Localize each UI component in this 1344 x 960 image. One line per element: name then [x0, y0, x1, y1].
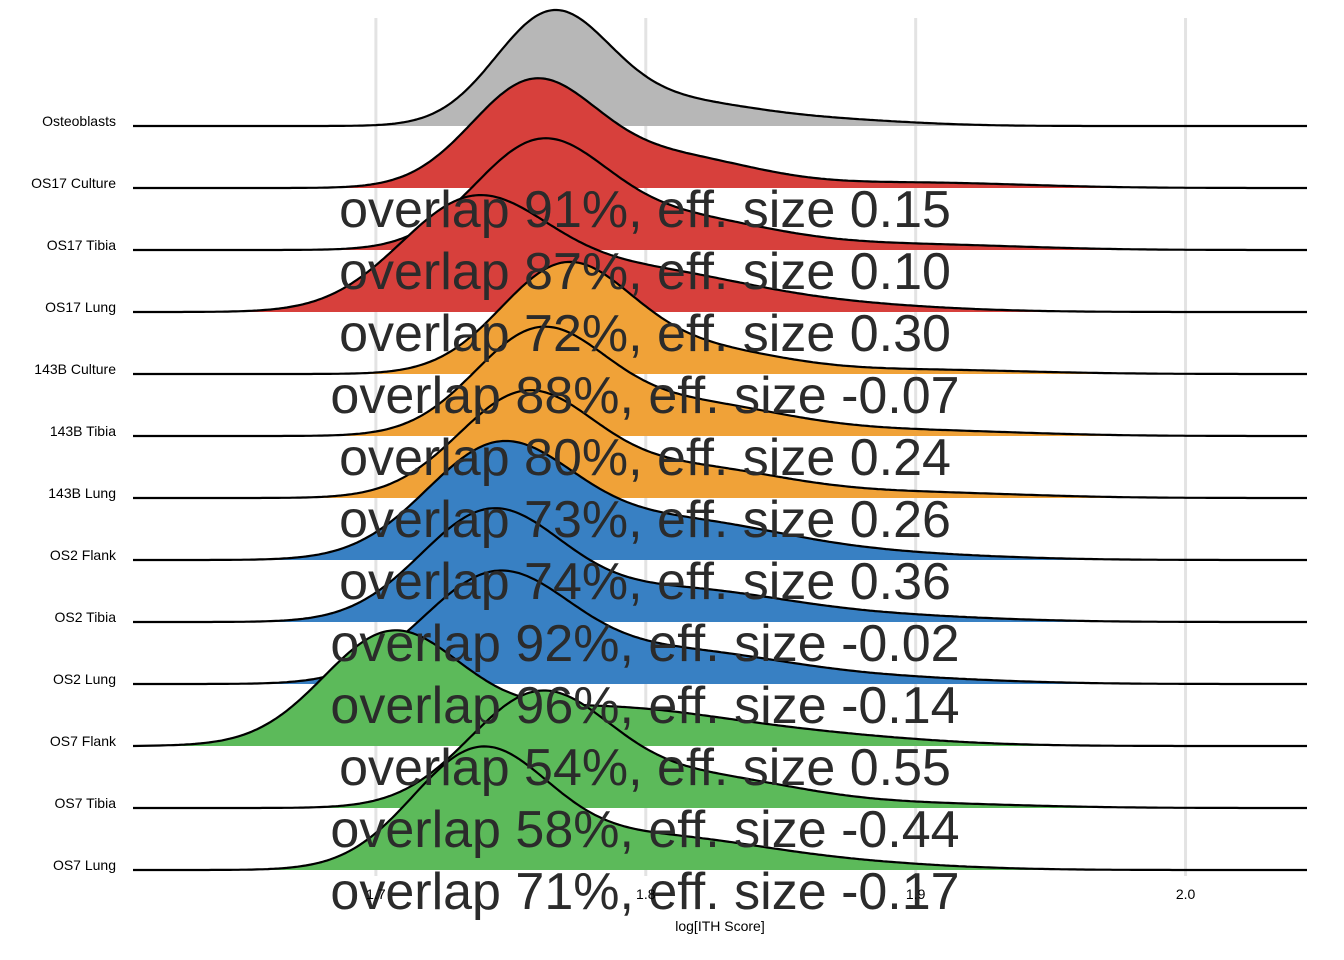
- ridge-outline-2: [133, 77, 1307, 190]
- annotation-7: overlap 73%, eff. size 0.26: [339, 491, 951, 549]
- row-label-2: OS17 Culture: [31, 175, 116, 191]
- ridge-outline-8: [133, 439, 1307, 562]
- ridges: [132, 8, 1307, 872]
- annotation-2: overlap 91%, eff. size 0.15: [339, 181, 951, 239]
- x-tick-label-3: 2.0: [1176, 886, 1196, 902]
- ridge-fill-10: [259, 570, 1116, 684]
- annotation-6: overlap 80%, eff. size 0.24: [339, 429, 951, 487]
- row-label-9: OS2 Tibia: [55, 609, 117, 625]
- ridge-fill-11: [162, 630, 1075, 746]
- ridge-outline-12: [133, 689, 1307, 810]
- row-label-13: OS7 Lung: [53, 857, 116, 873]
- row-labels: Osteoblasts OS17 Culture OS17 Tibia OS17 Lu…: [31, 113, 117, 873]
- ridge-outline-3: [133, 137, 1307, 252]
- ridge-11: [132, 629, 1307, 748]
- ridge-fill-4: [235, 195, 1070, 312]
- row-label-7: 143B Lung: [48, 485, 116, 501]
- ridge-outline-5: [133, 260, 1307, 376]
- annotation-10: overlap 96%, eff. size -0.14: [330, 677, 959, 735]
- row-label-10: OS2 Lung: [53, 671, 116, 687]
- annotation-3: overlap 87%, eff. size 0.10: [339, 243, 951, 301]
- row-label-8: OS2 Flank: [50, 547, 117, 563]
- ridge-outline-9: [133, 507, 1307, 624]
- row-label-11: OS7 Flank: [50, 733, 117, 749]
- x-tick-label-1: 1.8: [636, 886, 656, 902]
- ridge-1: [133, 8, 1307, 128]
- ridge-outline-7: [133, 389, 1307, 500]
- ridge-2: [133, 77, 1307, 190]
- row-label-12: OS7 Tibia: [55, 795, 117, 811]
- ridge-outline-1: [133, 8, 1307, 128]
- row-label-1: Osteoblasts: [42, 113, 116, 129]
- x-axis-ticks: 1.7 1.8 1.9 2.0: [366, 886, 1195, 902]
- ridge-13: [133, 745, 1307, 872]
- ridge-outline-4: [133, 194, 1307, 314]
- annotation-8: overlap 74%, eff. size 0.36: [339, 553, 951, 611]
- annotation-11: overlap 54%, eff. size 0.55: [339, 739, 951, 797]
- annotation-12: overlap 58%, eff. size -0.44: [330, 801, 959, 859]
- x-tick-label-2: 1.9: [906, 886, 926, 902]
- row-label-6: 143B Tibia: [50, 423, 116, 439]
- annotation-4: overlap 72%, eff. size 0.30: [339, 305, 951, 363]
- annotation-9: overlap 92%, eff. size -0.02: [330, 615, 959, 673]
- annotation-13: overlap 71%, eff. size -0.17: [330, 863, 959, 921]
- ridge-fill-1: [370, 10, 1005, 126]
- ridge-outline-6: [133, 325, 1307, 438]
- ridge-fill-13: [259, 746, 1070, 870]
- x-axis-title: log[ITH Score]: [675, 918, 764, 934]
- ridge-fill-2: [335, 78, 1140, 188]
- annotation-5: overlap 88%, eff. size -0.07: [330, 367, 959, 425]
- ridge-outline-13: [133, 745, 1307, 872]
- ridge-4: [133, 194, 1307, 314]
- ridge-outline-11: [132, 629, 1307, 748]
- row-label-4: OS17 Lung: [45, 299, 116, 315]
- row-label-3: OS17 Tibia: [47, 237, 116, 253]
- row-label-5: 143B Culture: [34, 361, 116, 377]
- x-tick-label-0: 1.7: [366, 886, 386, 902]
